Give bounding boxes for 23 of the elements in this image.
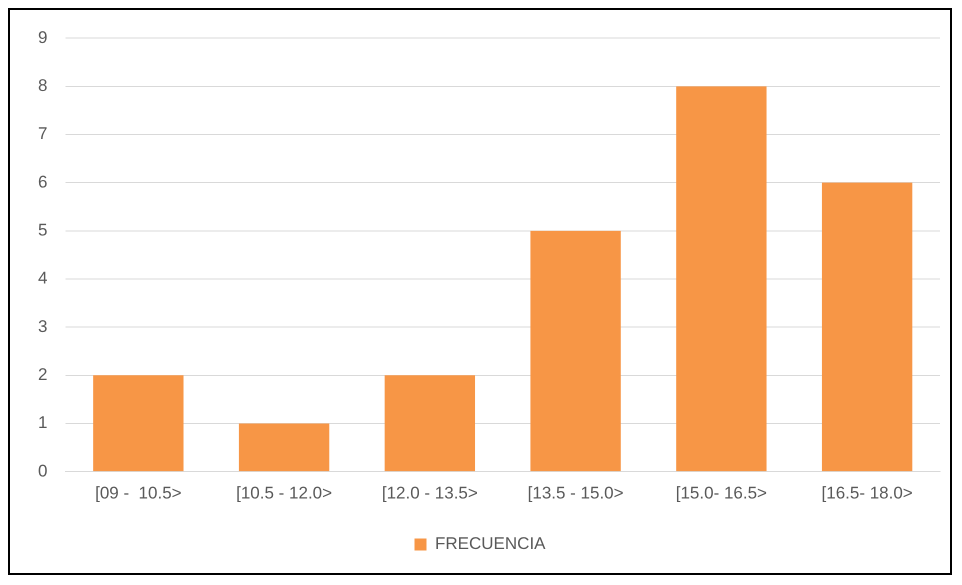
x-tick-label: [10.5 - 12.0> [236, 483, 332, 502]
bar [530, 230, 621, 472]
y-tick-label: 7 [38, 124, 48, 144]
y-tick-label: 1 [38, 413, 48, 432]
x-tick-label: [16.5- 18.0> [822, 483, 913, 502]
y-tick-label: 9 [38, 28, 48, 47]
legend-label: FRECUENCIA [434, 534, 546, 554]
bar [676, 86, 767, 472]
x-tick-label: [15.0- 16.5> [676, 483, 768, 502]
bar [822, 182, 912, 472]
y-tick-label: 2 [38, 364, 48, 384]
x-tick-label: [13.5 - 15.0> [528, 483, 624, 502]
y-tick-label: 3 [38, 316, 48, 336]
y-tick-label: 8 [38, 76, 48, 96]
bar [238, 423, 330, 472]
y-tick-label: 5 [38, 220, 48, 240]
y-tick-label: 4 [38, 268, 48, 288]
y-tick-label: 0 [38, 461, 48, 480]
bar [384, 375, 476, 472]
bar [93, 375, 184, 472]
y-tick-label: 6 [38, 172, 48, 192]
x-tick-label: [09 - 10.5> [95, 483, 182, 502]
x-tick-label: [12.0 - 13.5> [382, 483, 478, 502]
